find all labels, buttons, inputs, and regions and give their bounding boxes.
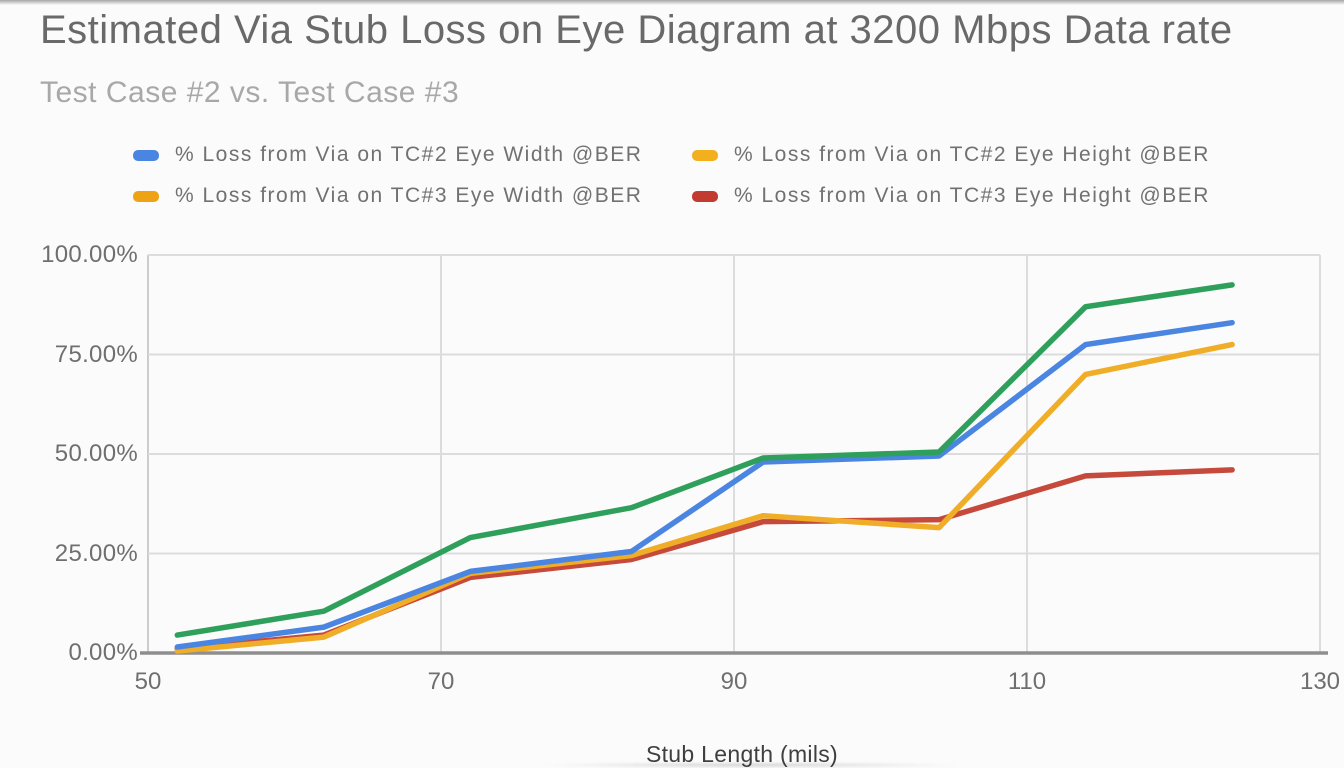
y-tick-label-0.00%: 0.00% — [68, 639, 138, 666]
legend-label: % Loss from Via on TC#2 Eye Height @BER — [734, 143, 1210, 166]
y-tick-label-75.00%: 75.00% — [54, 340, 138, 368]
legend-item-3: % Loss from Via on TC#3 Eye Height @BER — [692, 183, 1210, 209]
x-tick-label-90: 90 — [720, 668, 748, 695]
series-line-0 — [174, 319, 1235, 650]
series-line-2 — [174, 282, 1235, 638]
chart-subtitle: Test Case #2 vs. Test Case #3 — [40, 76, 460, 109]
x-tick-label-130: 130 — [1299, 668, 1341, 695]
legend-swatch-icon — [133, 149, 159, 161]
y-tick-label-100.00%: 100.00% — [41, 241, 138, 268]
y-tick-label-25.00%: 25.00% — [54, 539, 138, 567]
legend-item-0: % Loss from Via on TC#2 Eye Width @BER — [133, 142, 642, 168]
bottom-smudge — [540, 762, 960, 768]
top-edge-shadow — [0, 0, 1344, 5]
x-tick-label-110: 110 — [1007, 668, 1047, 695]
chart-title: Estimated Via Stub Loss on Eye Diagram a… — [40, 8, 1233, 52]
legend-label: % Loss from Via on TC#3 Eye Height @BER — [734, 184, 1210, 207]
legend-swatch-icon — [133, 190, 159, 202]
legend-swatch-icon — [692, 190, 718, 202]
legend-item-1: % Loss from Via on TC#2 Eye Height @BER — [692, 142, 1210, 168]
y-tick-label-50.00%: 50.00% — [54, 440, 138, 467]
x-axis-title: Stub Length (mils) — [645, 741, 839, 767]
legend-item-2: % Loss from Via on TC#3 Eye Width @BER — [133, 183, 642, 209]
legend-label: % Loss from Via on TC#2 Eye Width @BER — [175, 143, 643, 166]
series-line-1 — [174, 341, 1235, 654]
x-tick-label-50: 50 — [134, 668, 162, 695]
legend-swatch-icon — [692, 149, 718, 161]
x-tick-label-70: 70 — [427, 668, 455, 695]
legend-label: % Loss from Via on TC#3 Eye Width @BER — [175, 184, 643, 207]
